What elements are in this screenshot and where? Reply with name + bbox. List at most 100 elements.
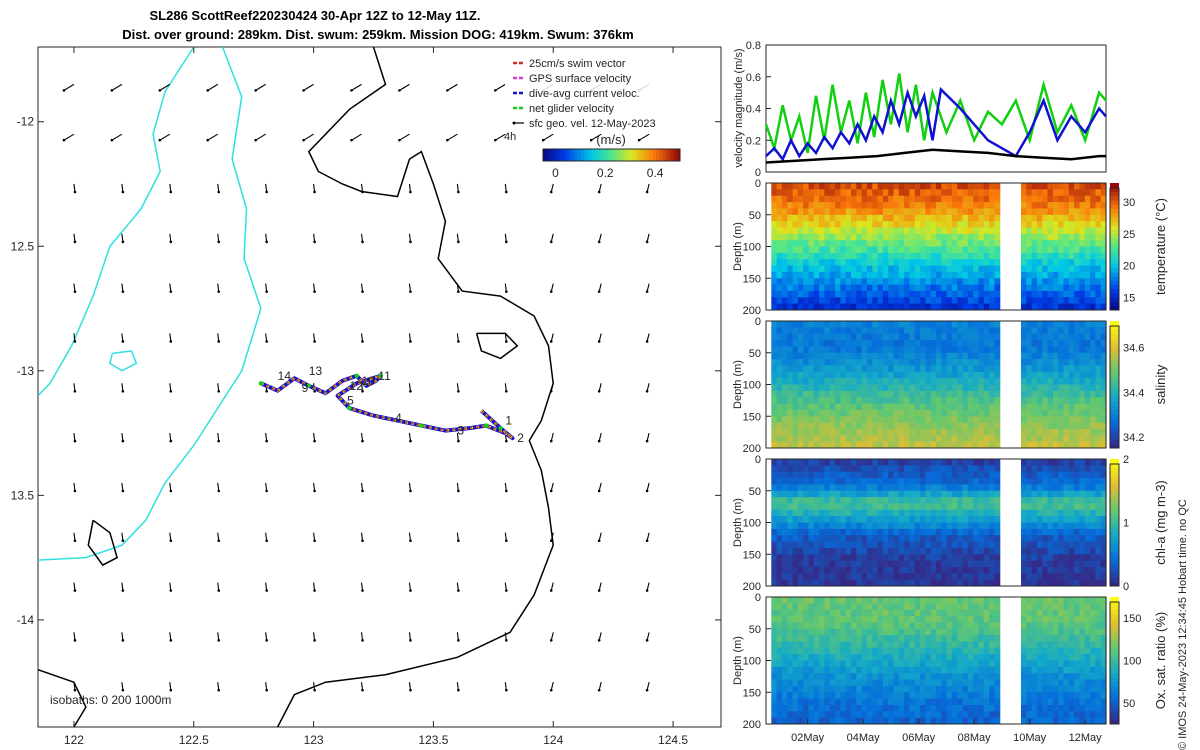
section-cell [888,221,895,228]
track-point [306,383,312,388]
section-cell [898,265,905,273]
track-point [354,373,359,378]
section-cell [893,240,900,248]
legend-4h: 4h [504,131,516,143]
section-cell [771,654,778,661]
section-cell [1036,208,1043,216]
section-cell [1100,227,1107,235]
section-cell [914,567,921,574]
section-cell [951,717,958,725]
section-cell [829,622,836,630]
section-cell [776,278,783,286]
section-cell [819,390,825,398]
section-cell [1047,183,1054,190]
section-cell [845,541,852,549]
section-cell [914,528,921,536]
section-cell [946,359,953,366]
section-cell [1084,422,1091,430]
section-cell [856,579,863,587]
section-cell [835,214,841,222]
sfc-velocity-arrow [550,333,554,342]
sfc-velocity-arrowhead [457,589,460,592]
section-cell [893,573,900,581]
section-cell [951,673,958,681]
section-cell [967,579,974,587]
section-cell [819,647,825,655]
section-cell [866,290,873,298]
section-cell [781,560,788,568]
section-cell [872,497,879,504]
section-cell [898,202,905,209]
legend-label: net glider velocity [529,103,614,115]
section-cell [813,422,820,430]
section-cell [909,465,916,473]
section-cell [941,597,948,604]
section-cell [973,654,980,661]
section-cell [819,195,825,203]
section-cell [989,435,995,443]
section-cell [835,221,841,228]
track-point [258,381,264,386]
section-cell [851,441,857,449]
section-cell [1058,573,1065,581]
section-cell [909,535,916,543]
section-cell [920,547,926,555]
section-cell [962,346,969,354]
section-cell [898,509,905,517]
section-cell [930,428,937,436]
section-cell [856,252,863,260]
sfc-velocity-arrowhead [597,539,601,543]
section-cell [866,497,873,504]
section-cell [957,221,964,228]
section-cell [866,259,873,267]
section-cell [1058,259,1065,267]
section-cell [824,340,831,347]
section-cell [888,711,895,719]
section-cell [989,422,995,430]
sfc-velocity-arrow [217,433,220,442]
section-cell [1052,297,1059,305]
section-cell [936,660,942,668]
section-cell [1058,202,1065,209]
section-cell [781,573,788,581]
section-cell [1042,227,1049,235]
section-cell [1021,390,1027,398]
track-label: 12 [350,379,364,393]
section-cell [888,567,895,574]
section-cell [771,666,778,674]
section-cell [1063,252,1070,260]
section-colorbar-cell [1110,183,1119,188]
section-cell [888,422,895,430]
section-cell [792,416,799,424]
section-cell [866,409,873,417]
section-cell [851,221,857,228]
section-cell [845,478,852,485]
section-cell [898,654,905,661]
sfc-velocity-arrow [550,482,554,492]
section-cell [1100,297,1107,305]
section-cell [861,567,868,574]
section-cell [1074,252,1080,260]
section-cell [808,705,815,712]
sfc-velocity-arrowhead [73,290,77,293]
section-cell [989,560,995,568]
section-cell [872,208,879,216]
section-cell [994,522,1001,530]
section-cell [962,278,969,286]
section-cell [1068,567,1075,574]
section-cell [781,490,788,498]
section-cell [983,471,990,479]
section-cell [989,484,995,492]
section-cell [856,435,863,443]
section-cell [882,554,889,562]
section-cell [797,705,804,712]
section-cell [930,685,937,693]
section-cell [1100,321,1107,328]
section-cell [989,214,995,222]
sfc-velocity-arrow [265,632,268,641]
section-cell [840,365,847,373]
section-cell [1042,265,1049,273]
section-cell [1095,567,1102,574]
section-cell [1058,516,1065,523]
section-cell [962,717,969,725]
